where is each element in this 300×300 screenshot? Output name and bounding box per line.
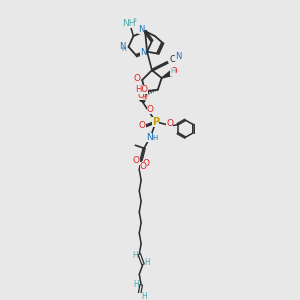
Text: O: O xyxy=(134,74,141,82)
Text: O: O xyxy=(166,119,173,128)
Text: H: H xyxy=(143,95,148,101)
Text: O: O xyxy=(133,156,140,165)
Text: O: O xyxy=(146,105,154,114)
Text: NH: NH xyxy=(122,19,135,28)
Text: H: H xyxy=(134,280,139,289)
Text: O: O xyxy=(139,121,146,130)
Text: H: H xyxy=(152,135,158,141)
Text: H: H xyxy=(145,258,150,267)
Text: H: H xyxy=(121,47,126,52)
Text: H: H xyxy=(141,292,147,300)
Text: O: O xyxy=(142,159,150,168)
Text: N: N xyxy=(140,48,146,57)
Text: O: O xyxy=(170,67,177,76)
Text: C: C xyxy=(169,55,175,64)
Polygon shape xyxy=(140,92,145,102)
Text: 2: 2 xyxy=(132,18,137,23)
Polygon shape xyxy=(162,71,172,78)
Text: O: O xyxy=(138,91,145,100)
Text: O: O xyxy=(140,162,147,171)
Text: N: N xyxy=(138,25,144,34)
Text: N: N xyxy=(119,42,126,51)
Text: H: H xyxy=(171,68,176,74)
Text: P: P xyxy=(152,117,159,127)
Text: N: N xyxy=(175,52,182,61)
Text: N: N xyxy=(146,133,152,142)
Text: HO: HO xyxy=(135,85,148,94)
Text: H: H xyxy=(132,251,138,260)
